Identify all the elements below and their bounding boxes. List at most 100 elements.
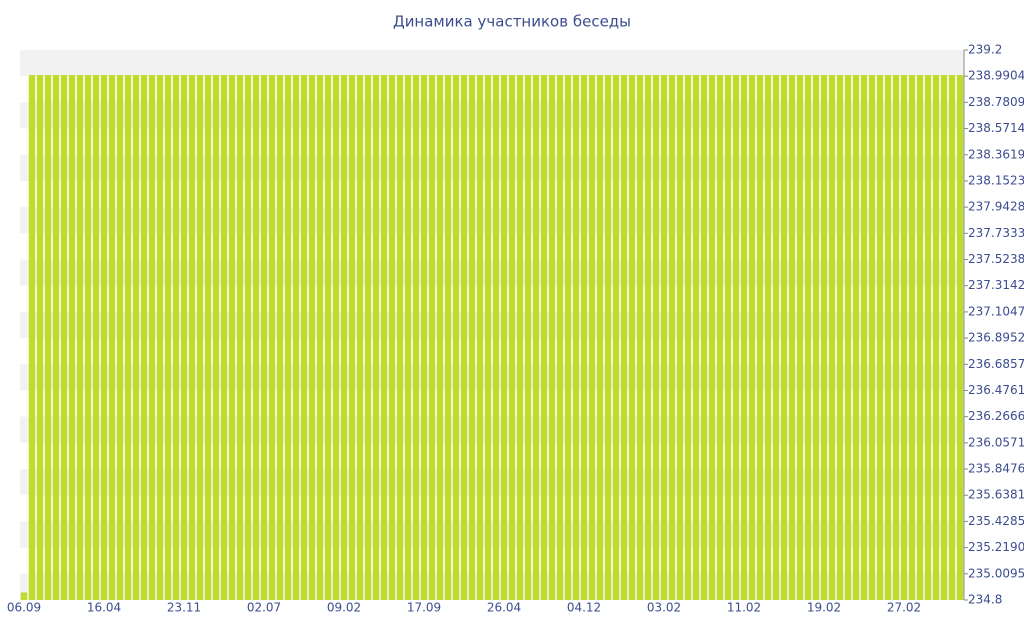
bar	[940, 75, 948, 600]
bar	[188, 75, 196, 600]
bar	[116, 75, 124, 600]
bar	[892, 75, 900, 600]
bar	[260, 75, 268, 600]
bar	[484, 75, 492, 600]
bar	[732, 75, 740, 600]
bar	[156, 75, 164, 600]
bar	[740, 75, 748, 600]
bar	[588, 75, 596, 600]
y-tick-label: 238.3619	[968, 147, 1024, 161]
x-tick-label: 11.02	[727, 601, 761, 615]
bar	[948, 75, 956, 600]
bar	[804, 75, 812, 600]
bar	[812, 75, 820, 600]
bar	[676, 75, 684, 600]
y-tick-label: 236.26667	[968, 409, 1024, 423]
bar	[236, 75, 244, 600]
bar	[724, 75, 732, 600]
bar	[500, 75, 508, 600]
bar	[516, 75, 524, 600]
bar	[292, 75, 300, 600]
bar	[788, 75, 796, 600]
bar	[532, 75, 540, 600]
bar	[924, 75, 932, 600]
bar	[148, 75, 156, 600]
bar	[108, 75, 116, 600]
bar	[212, 75, 220, 600]
bar	[572, 75, 580, 600]
bar	[580, 75, 588, 600]
y-tick-label: 238.15238	[968, 173, 1024, 187]
y-tick-label: 237.52381	[968, 252, 1024, 266]
bar	[404, 75, 412, 600]
y-tick-label: 236.68571	[968, 357, 1024, 371]
y-tick-label: 236.05714	[968, 435, 1024, 449]
y-tick-label: 238.57143	[968, 121, 1024, 135]
y-tick-label: 235.42857	[968, 514, 1024, 528]
bar	[700, 75, 708, 600]
bar	[268, 75, 276, 600]
x-tick-label: 03.02	[647, 601, 681, 615]
bar	[468, 75, 476, 600]
bar	[932, 75, 940, 600]
y-tick-label: 237.31429	[968, 278, 1024, 292]
bar	[692, 75, 700, 600]
x-tick-label: 27.02	[887, 601, 921, 615]
x-tick-label: 02.07	[247, 601, 281, 615]
y-tick-label: 236.89524	[968, 331, 1024, 345]
bar	[364, 75, 372, 600]
bar	[452, 75, 460, 600]
bar	[820, 75, 828, 600]
bar	[604, 75, 612, 600]
bar	[828, 75, 836, 600]
bar	[228, 75, 236, 600]
y-tick-label: 235.21905	[968, 540, 1024, 554]
bar	[244, 75, 252, 600]
x-tick-label: 23.11	[167, 601, 201, 615]
bar	[900, 75, 908, 600]
bar	[100, 75, 108, 600]
y-tick-label: 235.6381	[968, 488, 1024, 502]
bar	[348, 75, 356, 600]
bar	[748, 75, 756, 600]
bar	[956, 75, 964, 600]
bar	[372, 75, 380, 600]
bar	[180, 75, 188, 600]
bar	[84, 75, 92, 600]
bar	[284, 75, 292, 600]
bar	[76, 75, 84, 600]
bar	[628, 75, 636, 600]
bar	[780, 75, 788, 600]
bar	[428, 75, 436, 600]
y-tick-label: 237.94286	[968, 200, 1024, 214]
bar	[220, 75, 228, 600]
y-tick-label: 237.10476	[968, 304, 1024, 318]
bar	[596, 75, 604, 600]
bar	[28, 75, 36, 600]
bar	[756, 75, 764, 600]
bar	[316, 75, 324, 600]
bar	[860, 75, 868, 600]
bar	[708, 75, 716, 600]
bar	[876, 75, 884, 600]
y-tick-label: 237.73333	[968, 226, 1024, 240]
bar	[196, 75, 204, 600]
bar	[612, 75, 620, 600]
bar	[836, 75, 844, 600]
bar	[252, 75, 260, 600]
x-tick-label: 17.09	[407, 601, 441, 615]
bar	[332, 75, 340, 600]
y-tick-label: 238.78095	[968, 95, 1024, 109]
bar	[620, 75, 628, 600]
x-tick-label: 19.02	[807, 601, 841, 615]
bar	[764, 75, 772, 600]
x-tick-label: 16.04	[87, 601, 121, 615]
bar	[460, 75, 468, 600]
bar	[308, 75, 316, 600]
grid-band	[20, 50, 964, 77]
bar	[548, 75, 556, 600]
bar	[716, 75, 724, 600]
